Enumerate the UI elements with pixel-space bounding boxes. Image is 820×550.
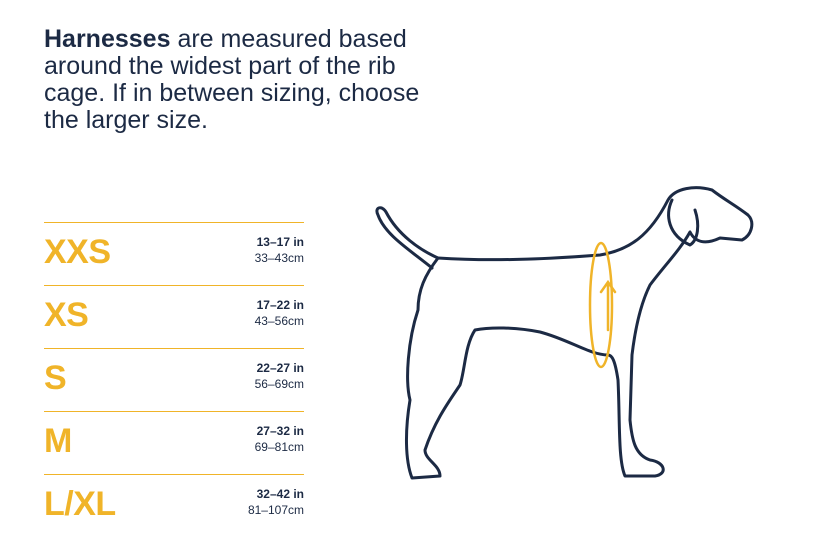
inches: 27–32 in — [256, 424, 304, 438]
girth-arrow — [599, 279, 617, 332]
size-measure: 27–32 in 69–81cm — [255, 423, 304, 455]
size-row: S 22–27 in 56–69cm — [44, 348, 304, 411]
inches: 17–22 in — [256, 298, 304, 312]
inches: 22–27 in — [256, 361, 304, 375]
dog-tail — [375, 206, 440, 270]
inches: 32–42 in — [256, 487, 304, 501]
size-row: XXS 13–17 in 33–43cm — [44, 222, 304, 285]
size-label: XS — [44, 296, 89, 334]
centimeters: 43–56cm — [254, 314, 304, 328]
inches: 13–17 in — [256, 235, 304, 249]
intro-bold: Harnesses — [44, 25, 171, 53]
dog-body — [404, 186, 754, 480]
intro: Harnesses are measured based around the … — [44, 26, 444, 134]
size-row: XS 17–22 in 43–56cm — [44, 285, 304, 348]
centimeters: 33–43cm — [254, 251, 304, 265]
centimeters: 69–81cm — [254, 440, 304, 454]
size-measure: 13–17 in 33–43cm — [255, 234, 304, 266]
girth-ellipse — [588, 241, 614, 369]
intro-text: are measured based around the widest par… — [44, 25, 420, 134]
size-measure: 32–42 in 81–107cm — [248, 486, 304, 518]
size-label: L/XL — [44, 485, 116, 523]
centimeters: 81–107cm — [247, 503, 304, 517]
size-measure: 17–22 in 43–56cm — [255, 297, 304, 329]
size-row: M 27–32 in 69–81cm — [44, 411, 304, 474]
size-row: L/XL 32–42 in 81–107cm — [44, 474, 304, 537]
dog-ear — [667, 198, 700, 247]
size-label: M — [44, 422, 72, 460]
size-label: XXS — [44, 233, 111, 271]
size-measure: 22–27 in 56–69cm — [255, 360, 304, 392]
size-label: S — [44, 359, 67, 397]
centimeters: 56–69cm — [254, 377, 304, 391]
size-table: XXS 13–17 in 33–43cm XS 17–22 in 43–56cm S 22–2… — [44, 222, 304, 537]
